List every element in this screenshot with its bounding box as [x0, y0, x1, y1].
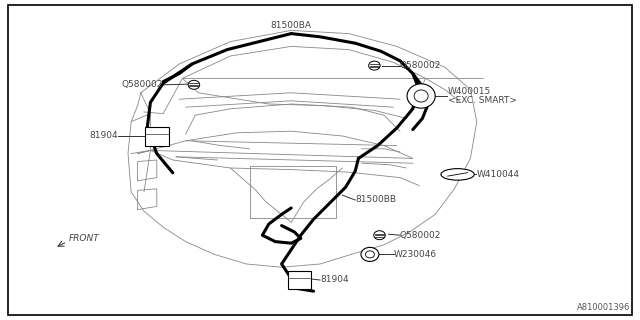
Bar [145, 127, 169, 146]
Ellipse shape [369, 61, 380, 70]
Text: W230046: W230046 [394, 250, 436, 259]
Text: W410044: W410044 [477, 170, 520, 179]
Text: Q580002: Q580002 [400, 61, 442, 70]
Text: W400015: W400015 [448, 87, 492, 96]
Text: 81500BA: 81500BA [271, 21, 312, 30]
Text: 81904: 81904 [90, 132, 118, 140]
Text: 81500BB: 81500BB [355, 196, 396, 204]
Text: Q580002: Q580002 [122, 80, 163, 89]
Text: Q580002: Q580002 [400, 231, 442, 240]
Text: <EXC. SMART>: <EXC. SMART> [448, 96, 517, 105]
Ellipse shape [441, 169, 474, 180]
Text: 81904: 81904 [320, 276, 349, 284]
Text: A810001396: A810001396 [577, 303, 630, 312]
Ellipse shape [374, 231, 385, 240]
Ellipse shape [407, 84, 435, 108]
Text: FRONT: FRONT [68, 234, 99, 243]
Ellipse shape [188, 80, 200, 89]
Bar [288, 271, 311, 289]
Ellipse shape [361, 247, 379, 261]
